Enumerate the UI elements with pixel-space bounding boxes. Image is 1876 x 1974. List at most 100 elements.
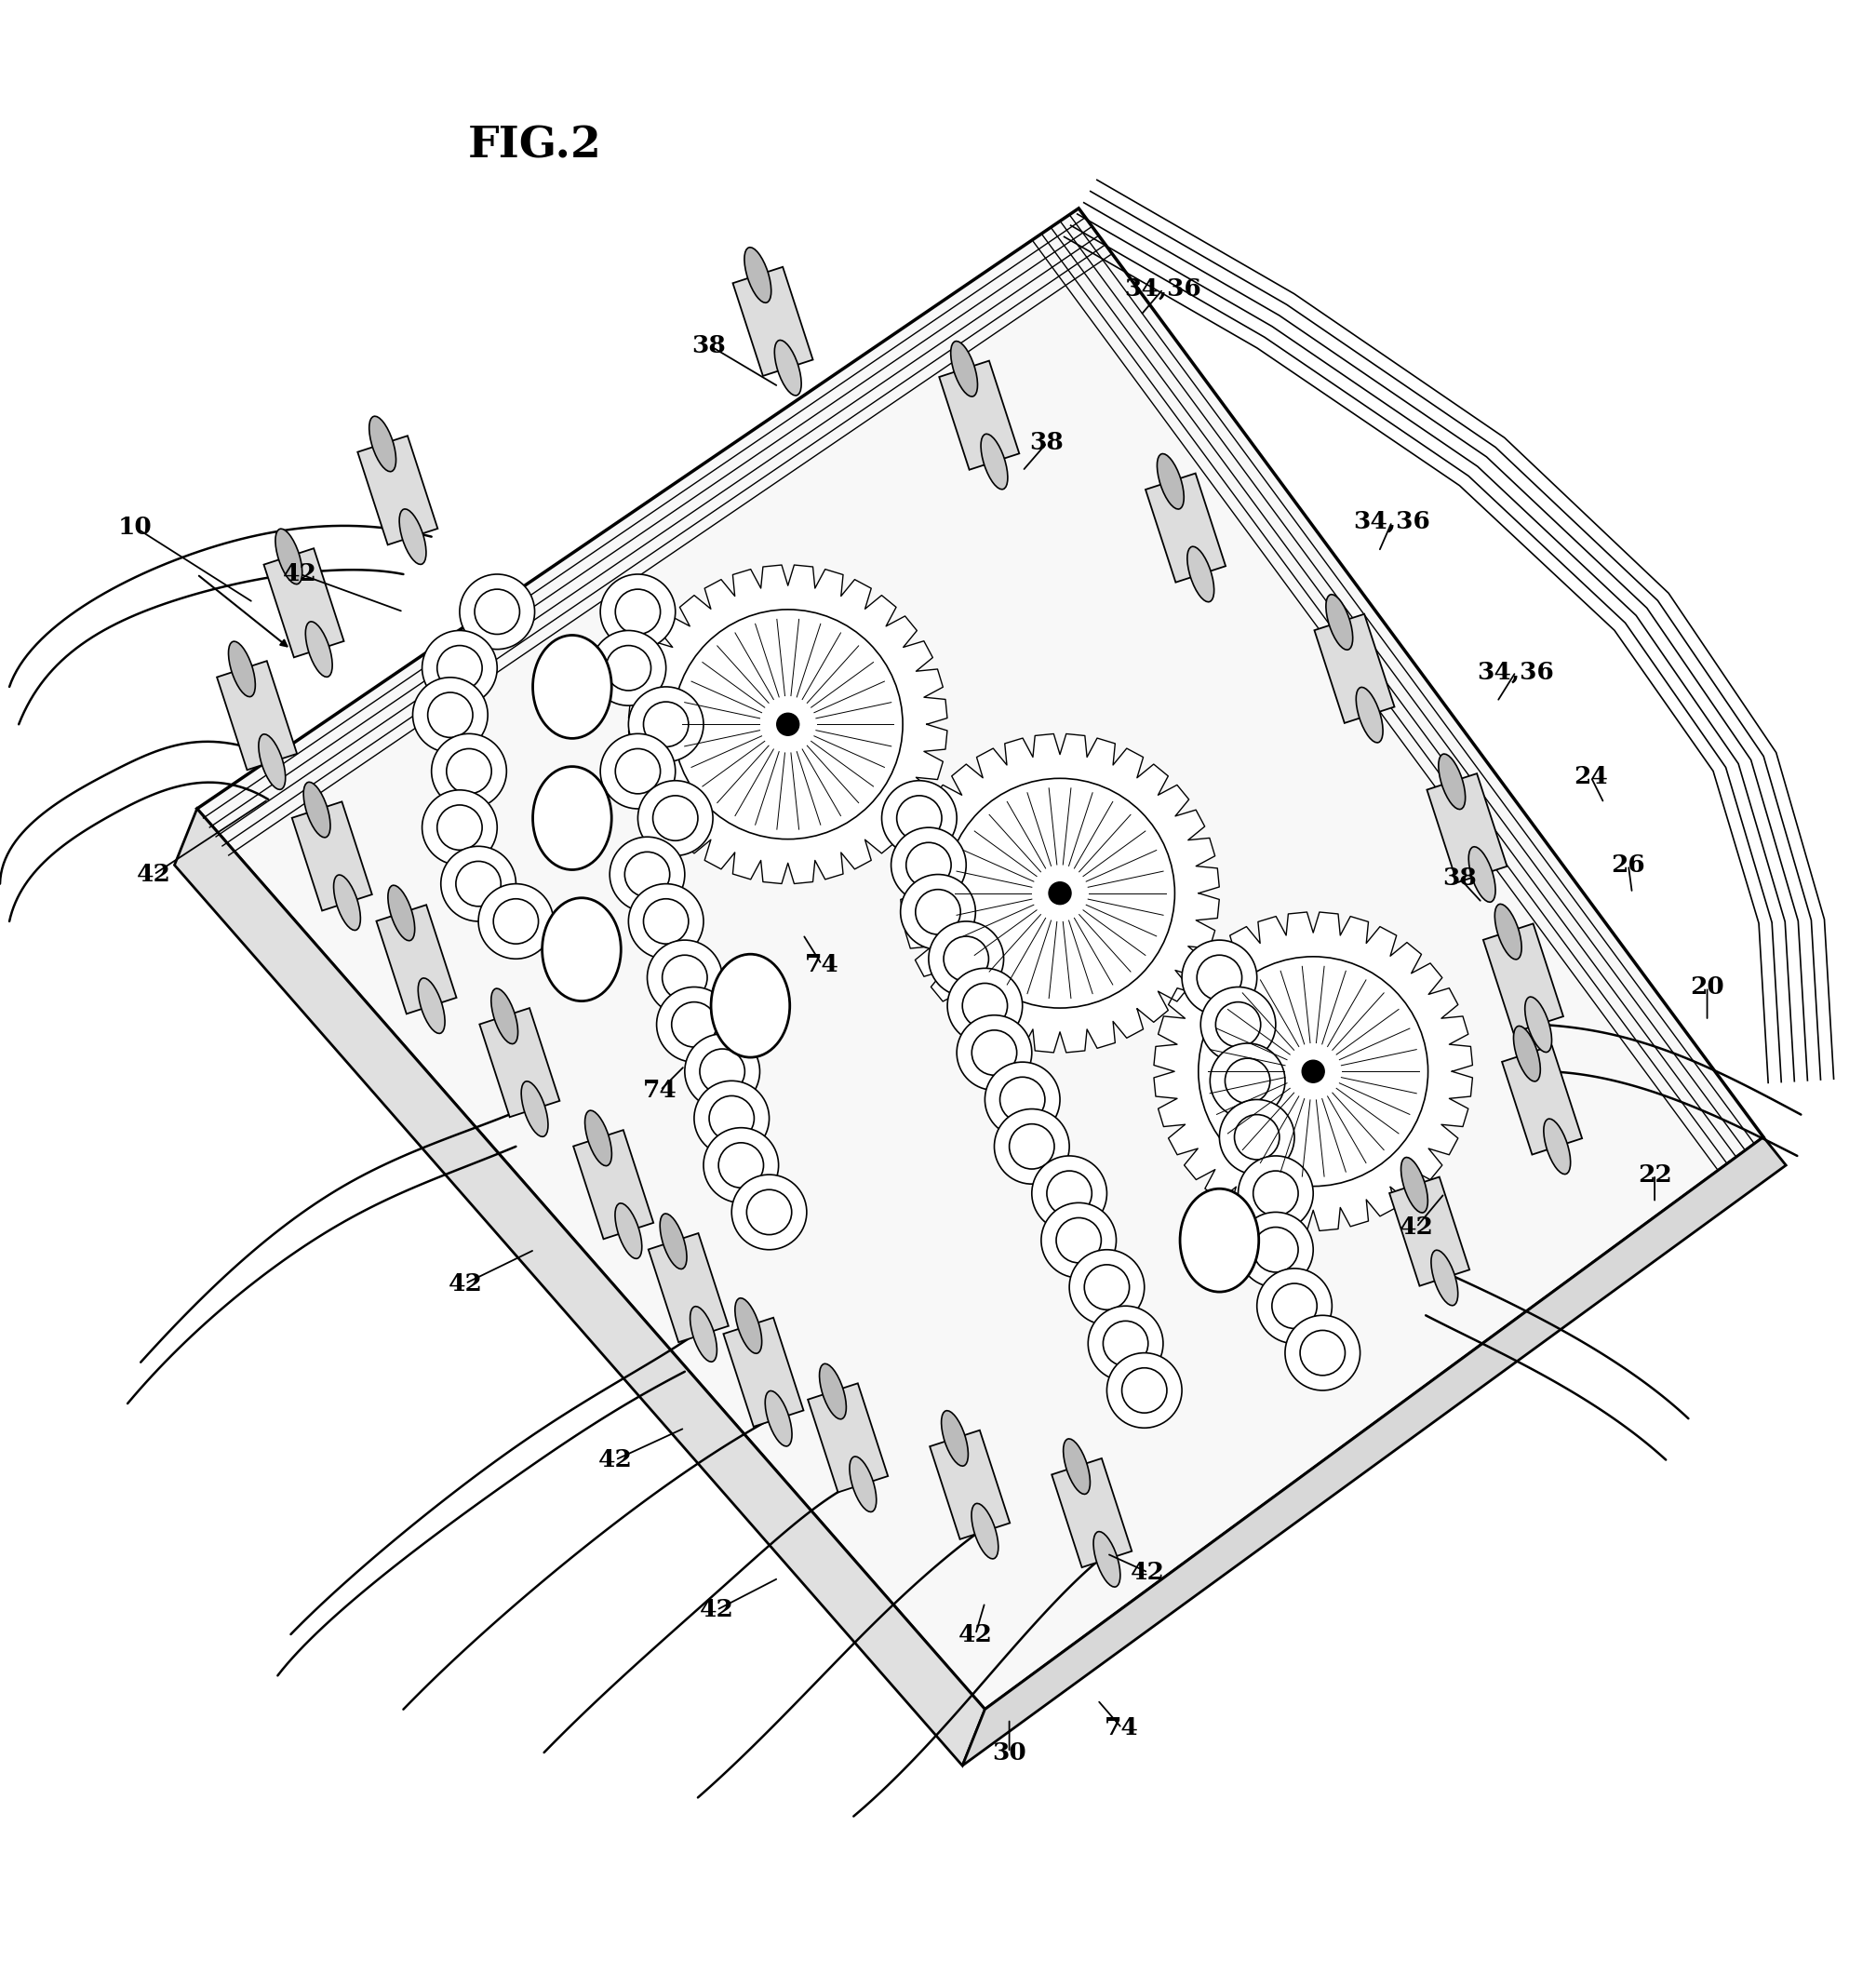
Circle shape xyxy=(1257,1269,1332,1344)
Circle shape xyxy=(441,847,516,922)
Circle shape xyxy=(413,677,488,752)
Circle shape xyxy=(1088,1307,1163,1382)
Text: 74: 74 xyxy=(805,953,839,975)
Circle shape xyxy=(1103,1321,1148,1366)
Text: 34,36: 34,36 xyxy=(1476,659,1555,683)
Circle shape xyxy=(428,693,473,738)
Text: 74: 74 xyxy=(643,1078,677,1101)
Ellipse shape xyxy=(334,874,360,930)
Circle shape xyxy=(709,1096,754,1141)
Text: 42: 42 xyxy=(1399,1216,1433,1240)
Circle shape xyxy=(891,827,966,902)
Polygon shape xyxy=(649,1234,728,1342)
Circle shape xyxy=(777,713,799,736)
Ellipse shape xyxy=(660,1214,687,1269)
Ellipse shape xyxy=(1356,687,1383,742)
Circle shape xyxy=(957,1015,1032,1090)
Circle shape xyxy=(422,790,497,865)
Circle shape xyxy=(1300,1330,1345,1376)
Ellipse shape xyxy=(1431,1250,1458,1305)
Text: 10: 10 xyxy=(118,515,152,539)
Circle shape xyxy=(1272,1283,1317,1329)
Circle shape xyxy=(460,574,535,649)
Circle shape xyxy=(1302,1060,1324,1082)
Polygon shape xyxy=(358,436,437,545)
Text: 38: 38 xyxy=(1030,430,1064,454)
Ellipse shape xyxy=(304,782,330,837)
Polygon shape xyxy=(940,361,1019,470)
Ellipse shape xyxy=(690,1307,717,1362)
Circle shape xyxy=(647,940,722,1015)
Ellipse shape xyxy=(533,636,612,738)
Circle shape xyxy=(493,898,538,944)
Text: 34,36: 34,36 xyxy=(1124,278,1203,300)
Circle shape xyxy=(1032,1157,1107,1232)
Circle shape xyxy=(944,936,989,981)
Ellipse shape xyxy=(615,1204,642,1259)
Circle shape xyxy=(994,1109,1069,1184)
Polygon shape xyxy=(930,1431,1009,1540)
Circle shape xyxy=(1000,1078,1045,1121)
Ellipse shape xyxy=(850,1457,876,1512)
Polygon shape xyxy=(734,266,812,375)
Ellipse shape xyxy=(1514,1026,1540,1082)
Circle shape xyxy=(1122,1368,1167,1413)
Circle shape xyxy=(946,778,1174,1009)
Polygon shape xyxy=(293,801,371,910)
Circle shape xyxy=(1253,1171,1298,1216)
Circle shape xyxy=(1197,955,1242,1001)
Circle shape xyxy=(882,780,957,855)
Ellipse shape xyxy=(1326,594,1353,649)
Ellipse shape xyxy=(1094,1532,1120,1587)
Polygon shape xyxy=(1146,474,1225,582)
Circle shape xyxy=(1210,1044,1285,1119)
Circle shape xyxy=(1041,1202,1116,1277)
Ellipse shape xyxy=(492,989,518,1044)
Circle shape xyxy=(606,645,651,691)
Circle shape xyxy=(947,967,1022,1044)
Text: 24: 24 xyxy=(1574,766,1608,788)
Circle shape xyxy=(1182,940,1257,1015)
Ellipse shape xyxy=(1525,997,1551,1052)
Circle shape xyxy=(478,884,553,959)
Circle shape xyxy=(475,588,520,634)
Circle shape xyxy=(719,1143,764,1188)
Circle shape xyxy=(1084,1265,1129,1309)
Polygon shape xyxy=(1503,1046,1581,1155)
Polygon shape xyxy=(1154,912,1473,1232)
Circle shape xyxy=(1216,1003,1261,1046)
Circle shape xyxy=(446,748,492,794)
Circle shape xyxy=(1069,1250,1144,1325)
Ellipse shape xyxy=(1188,547,1214,602)
Circle shape xyxy=(643,898,688,944)
Ellipse shape xyxy=(259,734,285,790)
Text: 22: 22 xyxy=(1638,1163,1672,1186)
Ellipse shape xyxy=(276,529,302,584)
Polygon shape xyxy=(724,1317,803,1427)
Circle shape xyxy=(1047,1171,1092,1216)
Circle shape xyxy=(628,687,704,762)
Ellipse shape xyxy=(745,247,771,302)
Circle shape xyxy=(615,748,660,794)
Circle shape xyxy=(700,1048,745,1094)
Circle shape xyxy=(1285,1315,1360,1390)
Circle shape xyxy=(732,1175,807,1250)
Circle shape xyxy=(897,796,942,841)
Text: 42: 42 xyxy=(448,1271,482,1295)
Circle shape xyxy=(662,955,707,1001)
Text: 42: 42 xyxy=(700,1599,734,1621)
Ellipse shape xyxy=(981,434,1007,490)
Circle shape xyxy=(1234,1115,1279,1159)
Polygon shape xyxy=(900,734,1219,1052)
Circle shape xyxy=(906,843,951,888)
Ellipse shape xyxy=(522,1082,548,1137)
Circle shape xyxy=(653,796,698,841)
Circle shape xyxy=(747,1190,792,1234)
Circle shape xyxy=(962,983,1007,1028)
Circle shape xyxy=(672,1003,717,1046)
Circle shape xyxy=(704,1127,779,1202)
Ellipse shape xyxy=(765,1392,792,1447)
Ellipse shape xyxy=(1064,1439,1090,1494)
Polygon shape xyxy=(377,904,456,1015)
Circle shape xyxy=(972,1030,1017,1076)
